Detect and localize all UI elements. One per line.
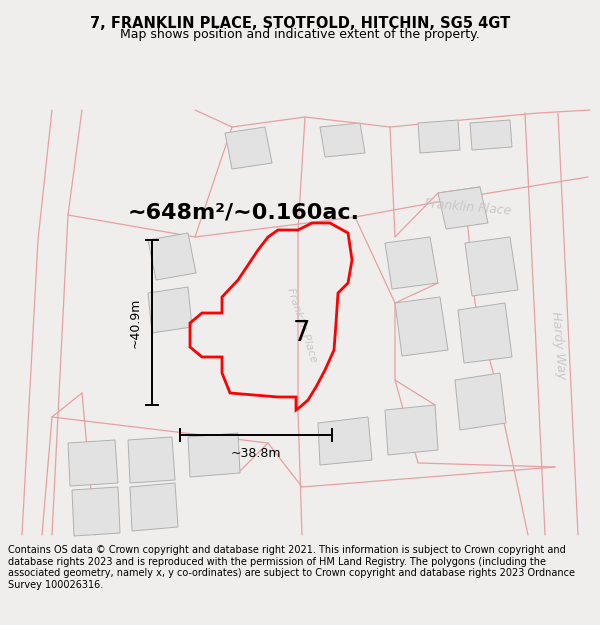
Polygon shape: [318, 417, 372, 465]
Text: 7, FRANKLIN PLACE, STOTFOLD, HITCHIN, SG5 4GT: 7, FRANKLIN PLACE, STOTFOLD, HITCHIN, SG…: [90, 16, 510, 31]
Polygon shape: [385, 237, 438, 289]
Polygon shape: [438, 187, 488, 229]
Polygon shape: [455, 373, 506, 430]
Polygon shape: [72, 487, 120, 536]
Polygon shape: [458, 303, 512, 363]
Polygon shape: [418, 120, 460, 153]
Text: Map shows position and indicative extent of the property.: Map shows position and indicative extent…: [120, 28, 480, 41]
Text: ~40.9m: ~40.9m: [129, 298, 142, 348]
Text: Contains OS data © Crown copyright and database right 2021. This information is : Contains OS data © Crown copyright and d…: [8, 545, 575, 590]
Text: Hardy Way: Hardy Way: [548, 311, 568, 379]
Polygon shape: [385, 405, 438, 455]
Polygon shape: [395, 297, 448, 356]
Polygon shape: [148, 233, 196, 280]
Text: Franklin Place: Franklin Place: [424, 197, 512, 217]
Polygon shape: [68, 440, 118, 486]
Text: Franklin Place: Franklin Place: [285, 286, 319, 364]
Polygon shape: [470, 120, 512, 150]
Text: ~648m²/~0.160ac.: ~648m²/~0.160ac.: [128, 203, 360, 223]
Polygon shape: [130, 483, 178, 531]
Polygon shape: [128, 437, 175, 483]
Polygon shape: [320, 123, 365, 157]
Text: 7: 7: [293, 319, 311, 347]
Polygon shape: [148, 287, 192, 333]
Polygon shape: [225, 127, 272, 169]
Text: ~38.8m: ~38.8m: [231, 447, 281, 460]
Polygon shape: [188, 433, 240, 477]
Polygon shape: [465, 237, 518, 296]
